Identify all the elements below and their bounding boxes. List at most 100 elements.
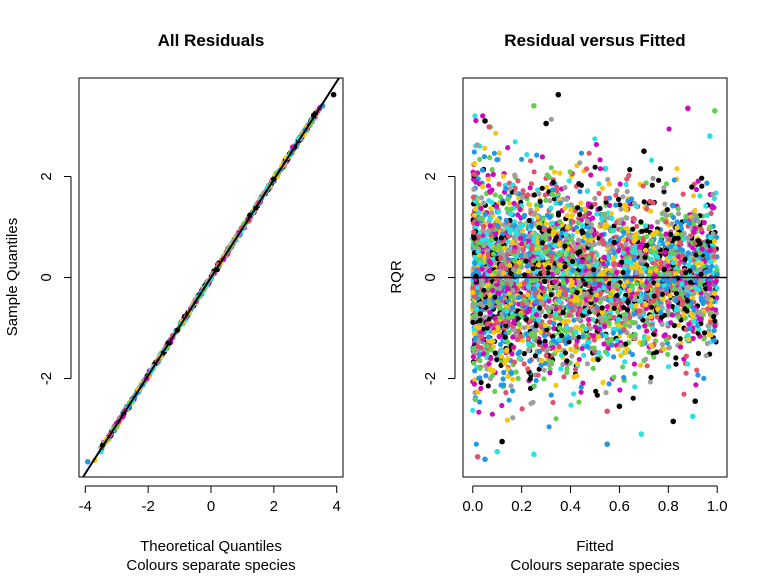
rvf-point [592, 271, 597, 276]
rvf-point [711, 205, 716, 210]
rvf-point [581, 353, 586, 358]
rvf-point [575, 316, 580, 321]
rvf-point [516, 376, 521, 381]
rvf-point [575, 250, 580, 255]
rvf-point [508, 227, 513, 232]
rvf-point [618, 330, 623, 335]
rvf-point [556, 211, 561, 216]
rvf-point [481, 224, 486, 229]
rvf-point [605, 304, 610, 309]
rvf-point [659, 233, 664, 238]
rvf-point [509, 383, 514, 388]
rvf-point [497, 151, 502, 156]
rvf-point [656, 178, 661, 183]
rvf-point [632, 234, 637, 239]
rvf-point [471, 187, 476, 192]
rvf-point [643, 248, 648, 253]
rvf-point [601, 341, 606, 346]
rvf-point [505, 197, 510, 202]
rvf-point [565, 213, 570, 218]
rvf-point [529, 181, 534, 186]
rvf-point [712, 239, 717, 244]
rvf-point [691, 336, 696, 341]
qq-x-tick-label: 0 [207, 498, 215, 515]
rvf-point [677, 295, 682, 300]
rvf-point [513, 186, 518, 191]
rvf-point [686, 322, 691, 327]
rvf-point [577, 212, 582, 217]
rvf-point [527, 202, 532, 207]
rvf-point [486, 334, 491, 339]
rvf-point [699, 227, 704, 232]
rvf-point [635, 291, 640, 296]
rvf-point [686, 285, 691, 290]
rvf-point [545, 305, 550, 310]
rvf-point [476, 339, 481, 344]
rvf-point [611, 283, 616, 288]
rvf-point [493, 231, 498, 236]
rvf-point [643, 223, 648, 228]
rvf-point [536, 317, 541, 322]
rvf-point [539, 300, 544, 305]
rvf-point [624, 182, 629, 187]
rvf-point [568, 347, 573, 352]
rvf-point [520, 406, 525, 411]
rvf-point [632, 384, 637, 389]
rvf-point [568, 403, 573, 408]
rvf-point [602, 255, 607, 260]
rvf-point [472, 236, 477, 241]
rvf-point [597, 191, 602, 196]
rvf-point [575, 205, 580, 210]
rvf-point [472, 368, 477, 373]
rvf-point [691, 193, 696, 198]
rvf-point [491, 368, 496, 373]
rvf-point [631, 216, 636, 221]
rvf-point [548, 206, 553, 211]
rvf-point [525, 292, 530, 297]
rvf-panel: Residual versus Fitted Fitted Colours se… [388, 31, 728, 574]
rvf-point [538, 324, 543, 329]
rvf-point [660, 297, 665, 302]
rvf-point [489, 338, 494, 343]
rvf-title: Residual versus Fitted [504, 31, 685, 50]
rvf-point [619, 207, 624, 212]
rvf-point [543, 221, 548, 226]
rvf-point [664, 287, 669, 292]
rvf-point [487, 259, 492, 264]
rvf-point [496, 209, 501, 214]
rvf-point [583, 282, 588, 287]
qq-x-axis-sublabel: Colours separate species [126, 557, 295, 574]
rvf-point [528, 401, 533, 406]
rvf-point [533, 299, 538, 304]
rvf-point [510, 314, 515, 319]
rvf-point [488, 356, 493, 361]
rvf-point [550, 187, 555, 192]
qq-x-tick-label: 2 [270, 498, 278, 515]
rvf-point [534, 312, 539, 317]
rvf-point [568, 169, 573, 174]
rvf-point [683, 214, 688, 219]
rvf-point [549, 117, 554, 122]
rvf-point [477, 358, 482, 363]
rvf-point [704, 353, 709, 358]
rvf-point [713, 279, 718, 284]
rvf-point [491, 252, 496, 257]
rvf-point [668, 232, 673, 237]
rvf-point [557, 298, 562, 303]
rvf-point [487, 268, 492, 273]
rvf-point [488, 216, 493, 221]
rvf-point [510, 240, 515, 245]
rvf-point [672, 286, 677, 291]
rvf-point [629, 265, 634, 270]
rvf-point [525, 192, 530, 197]
rvf-point [480, 113, 485, 118]
rvf-point [532, 169, 537, 174]
rvf-point [600, 305, 605, 310]
rvf-point [483, 373, 488, 378]
rvf-point [694, 368, 699, 373]
rvf-point [586, 201, 591, 206]
rvf-point [525, 366, 530, 371]
rvf-data-point [556, 92, 562, 98]
rvf-point [547, 424, 552, 429]
rvf-point [546, 299, 551, 304]
